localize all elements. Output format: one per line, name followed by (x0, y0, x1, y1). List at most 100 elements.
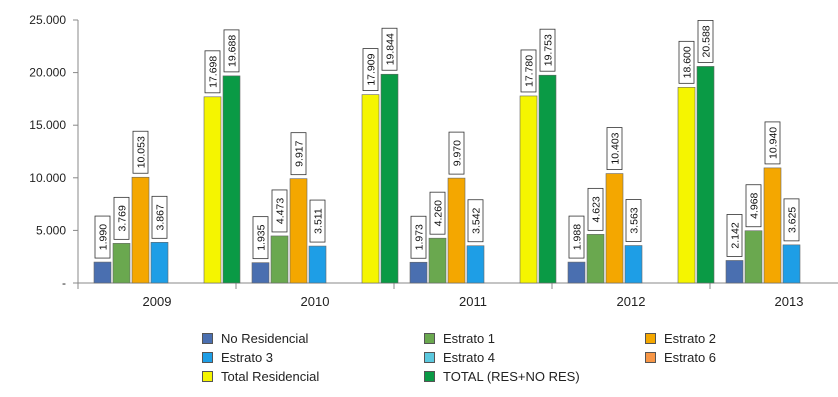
data-label: 9.917 (290, 132, 307, 176)
data-label-box (745, 184, 762, 228)
data-label-text: 1.973 (414, 224, 426, 250)
data-labels-group: 1.990 1.935 1.973 1.988 2.142 3.769 4.473 4.260… (94, 20, 800, 260)
data-label-text: 3.563 (629, 207, 641, 233)
data-label: 10.403 (606, 127, 623, 170)
bar (270, 235, 289, 284)
y-tick-label: 25.000 (29, 13, 66, 27)
data-label-box (625, 199, 642, 242)
bar (538, 74, 557, 284)
y-tick-label: - (62, 276, 66, 290)
data-label-text: 4.968 (749, 192, 761, 218)
data-label-box (539, 28, 556, 72)
bar (409, 261, 428, 284)
bar (131, 176, 150, 284)
bar (112, 243, 131, 284)
data-label: 3.542 (467, 199, 484, 243)
data-label-text: 2.142 (730, 222, 742, 248)
legend-item: Estrato 1 (424, 331, 495, 346)
data-label-text: 20.588 (701, 25, 713, 57)
data-label-box (290, 132, 307, 176)
data-label-text: 1.988 (572, 224, 584, 250)
data-label-box (587, 187, 604, 231)
bar (222, 75, 241, 284)
data-label: 19.753 (539, 28, 556, 72)
data-label: 10.053 (132, 130, 149, 174)
bar (308, 245, 327, 284)
data-label: 3.867 (151, 195, 168, 239)
data-label-text: 1.990 (98, 224, 110, 250)
bar (586, 234, 605, 284)
data-label-text: 19.753 (543, 34, 555, 66)
data-label-box (410, 215, 427, 259)
data-label: 1.935 (252, 216, 269, 260)
bar (624, 245, 643, 284)
legend-swatch (202, 333, 213, 344)
legend-label: Total Residencial (221, 369, 320, 384)
data-label: 4.623 (587, 187, 604, 231)
bar (567, 261, 586, 284)
data-label-box (467, 199, 484, 243)
x-tick-label: 2013 (775, 294, 804, 309)
data-label: 10.940 (764, 121, 781, 165)
data-label-text: 4.473 (275, 198, 287, 224)
data-label: 2.142 (726, 214, 743, 257)
bar (150, 242, 169, 284)
legend-swatch (645, 352, 656, 363)
legend-swatch (424, 371, 435, 382)
legend-item: Total Residencial (202, 369, 319, 384)
bar (782, 244, 801, 284)
data-label: 19.844 (381, 27, 398, 71)
data-label: 1.990 (94, 215, 111, 259)
legend-swatch (424, 333, 435, 344)
y-tick-label: 5.000 (36, 223, 66, 237)
legend-label: No Residencial (221, 331, 309, 346)
bar (289, 178, 308, 284)
bar (519, 95, 538, 284)
data-label: 9.970 (448, 131, 465, 175)
data-label: 17.909 (362, 48, 379, 91)
bar (744, 230, 763, 284)
legend-swatch (202, 352, 213, 363)
data-label-box (362, 48, 379, 91)
data-label-box (271, 189, 288, 233)
y-tick-label: 20.000 (29, 66, 66, 80)
bar (93, 261, 112, 284)
data-label-box (113, 196, 130, 240)
data-label-box (223, 29, 240, 73)
legend-swatch (202, 371, 213, 382)
bar (361, 94, 380, 284)
data-label-box (726, 214, 743, 257)
legend-label: Estrato 4 (443, 350, 496, 365)
legend-label: Estrato 6 (664, 350, 717, 365)
data-label-box (252, 216, 269, 260)
data-label: 4.473 (271, 189, 288, 233)
data-label: 3.625 (783, 198, 800, 242)
bars-group (93, 66, 801, 284)
data-label: 4.968 (745, 184, 762, 228)
data-label-text: 3.867 (155, 204, 167, 230)
data-label-text: 17.780 (524, 55, 536, 87)
data-label-text: 1.935 (256, 224, 268, 250)
data-label-box (606, 127, 623, 170)
data-label-text: 9.917 (294, 140, 306, 166)
data-label-box (151, 195, 168, 239)
data-label: 20.588 (697, 20, 714, 63)
bar (696, 66, 715, 284)
data-label: 19.688 (223, 29, 240, 73)
data-label-text: 4.260 (433, 200, 445, 226)
data-label: 3.769 (113, 196, 130, 240)
data-label-text: 10.403 (610, 132, 622, 164)
data-label-box (132, 130, 149, 174)
data-label-box (429, 191, 446, 235)
data-label-box (783, 198, 800, 242)
x-tick-label: 2010 (301, 294, 330, 309)
data-label: 17.698 (204, 50, 221, 94)
bar (203, 96, 222, 284)
data-label-text: 3.542 (471, 207, 483, 233)
legend-item: Estrato 4 (424, 350, 495, 365)
legend-swatch (424, 352, 435, 363)
data-label-text: 3.625 (787, 207, 799, 233)
legend-swatch (645, 333, 656, 344)
data-label-text: 19.844 (385, 33, 397, 65)
data-label-box (381, 27, 398, 71)
